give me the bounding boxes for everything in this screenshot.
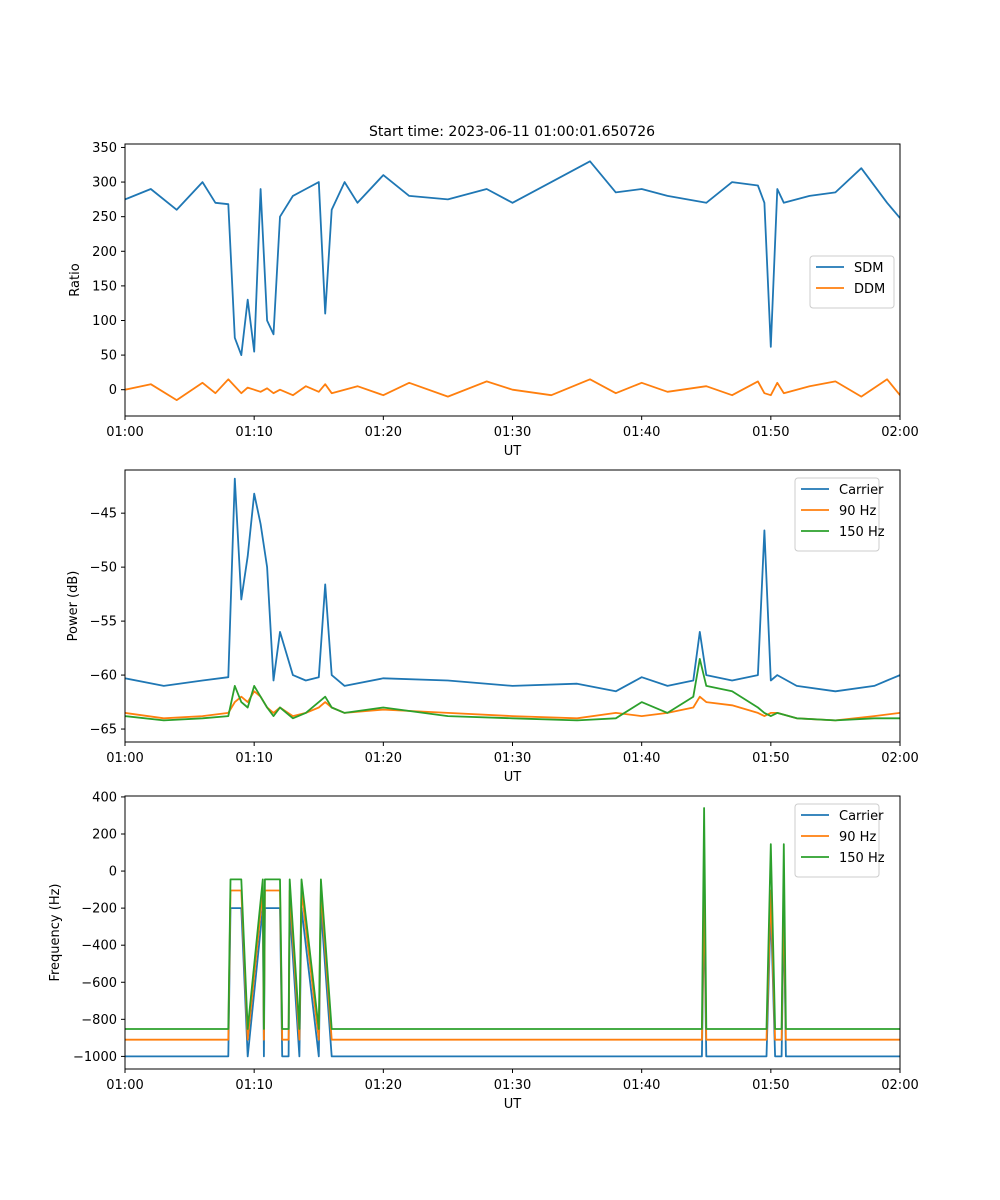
x-tick-label: 01:00: [106, 1078, 143, 1093]
y-tick-label: −55: [90, 615, 117, 630]
y-tick-label: 200: [92, 827, 117, 842]
y-tick-label: 100: [92, 314, 117, 329]
legend: Carrier 90 Hz 150 Hz: [794, 477, 885, 552]
x-tick-label: 01:50: [752, 751, 789, 766]
x-tick-label: 01:30: [494, 1078, 531, 1093]
x-axis-label: UT: [504, 444, 522, 459]
y-tick-label: −50: [90, 561, 117, 576]
y-tick-label: −45: [90, 507, 117, 522]
x-tick-label: 02:00: [881, 751, 918, 766]
y-tick-label: −1000: [73, 1050, 117, 1065]
y-axis-label: Power (dB): [66, 571, 81, 642]
y-tick-label: −600: [81, 976, 117, 991]
legend-label: 150 Hz: [839, 851, 885, 866]
y-tick-label: 250: [92, 210, 117, 225]
legend-box: [809, 255, 895, 309]
x-tick-label: 01:00: [106, 751, 143, 766]
series-line-carrier: [125, 477, 900, 693]
legend-label: Carrier: [839, 809, 884, 824]
x-tick-label: 02:00: [881, 1078, 918, 1093]
legend-label: Carrier: [839, 483, 884, 498]
chart-panel-1: 01:00 01:10 01:20 01:30 01:40 01:50 02:00 0 50 10…: [68, 141, 919, 459]
y-tick-label: 150: [92, 279, 117, 294]
x-axis-label: UT: [504, 770, 522, 785]
x-tick-label: 01:40: [623, 751, 660, 766]
x-tick-label: 01:40: [623, 1078, 660, 1093]
x-tick-label: 02:00: [881, 425, 918, 440]
legend-label: 90 Hz: [839, 504, 876, 519]
series-line-90-hz: [125, 690, 900, 722]
chart-panel-3: 01:00 01:10 01:20 01:30 01:40 01:50 02:00 −1000…: [48, 790, 919, 1112]
axes-frame: [124, 143, 901, 417]
legend: Carrier 90 Hz 150 Hz: [794, 803, 885, 878]
y-tick-label: −60: [90, 669, 117, 684]
legend: SDM DDM: [809, 255, 895, 309]
x-tick-label: 01:40: [623, 425, 660, 440]
series-line-ddm: [125, 378, 900, 402]
y-tick-label: −400: [81, 939, 117, 954]
legend-box: [794, 803, 880, 878]
y-tick-label: 200: [92, 245, 117, 260]
x-tick-label: 01:20: [365, 751, 402, 766]
x-tick-label: 01:10: [235, 425, 272, 440]
y-tick-label: 0: [109, 383, 117, 398]
y-tick-label: −200: [81, 902, 117, 917]
legend-box: [794, 477, 880, 552]
y-tick-label: 300: [92, 176, 117, 191]
chart-panel-2: 01:00 01:10 01:20 01:30 01:40 01:50 02:00 −65 −6…: [66, 469, 919, 785]
y-tick-label: −800: [81, 1013, 117, 1028]
y-axis-label: Ratio: [68, 263, 83, 296]
x-tick-label: 01:20: [365, 425, 402, 440]
x-tick-label: 01:50: [752, 1078, 789, 1093]
x-tick-label: 01:10: [235, 751, 272, 766]
x-tick-label: 01:20: [365, 1078, 402, 1093]
x-tick-label: 01:30: [494, 751, 531, 766]
y-tick-label: −65: [90, 723, 117, 738]
series-line-150-hz: [125, 658, 900, 722]
legend-label: 150 Hz: [839, 525, 885, 540]
x-tick-label: 01:00: [106, 425, 143, 440]
x-tick-label: 01:50: [752, 425, 789, 440]
x-tick-label: 01:30: [494, 425, 531, 440]
series-line-sdm: [125, 160, 900, 357]
y-axis-label: Frequency (Hz): [48, 883, 63, 981]
legend-label: 90 Hz: [839, 830, 876, 845]
y-tick-label: 0: [109, 865, 117, 880]
figure-title: Start time: 2023-06-11 01:00:01.650726: [369, 124, 655, 140]
series-line-150-hz: [125, 807, 900, 1030]
x-tick-label: 01:10: [235, 1078, 272, 1093]
y-tick-label: 350: [92, 141, 117, 156]
legend-label: SDM: [854, 261, 883, 276]
y-tick-label: 400: [92, 790, 117, 805]
y-tick-label: 50: [100, 349, 117, 364]
legend-label: DDM: [854, 282, 885, 297]
x-axis-label: UT: [504, 1097, 522, 1112]
